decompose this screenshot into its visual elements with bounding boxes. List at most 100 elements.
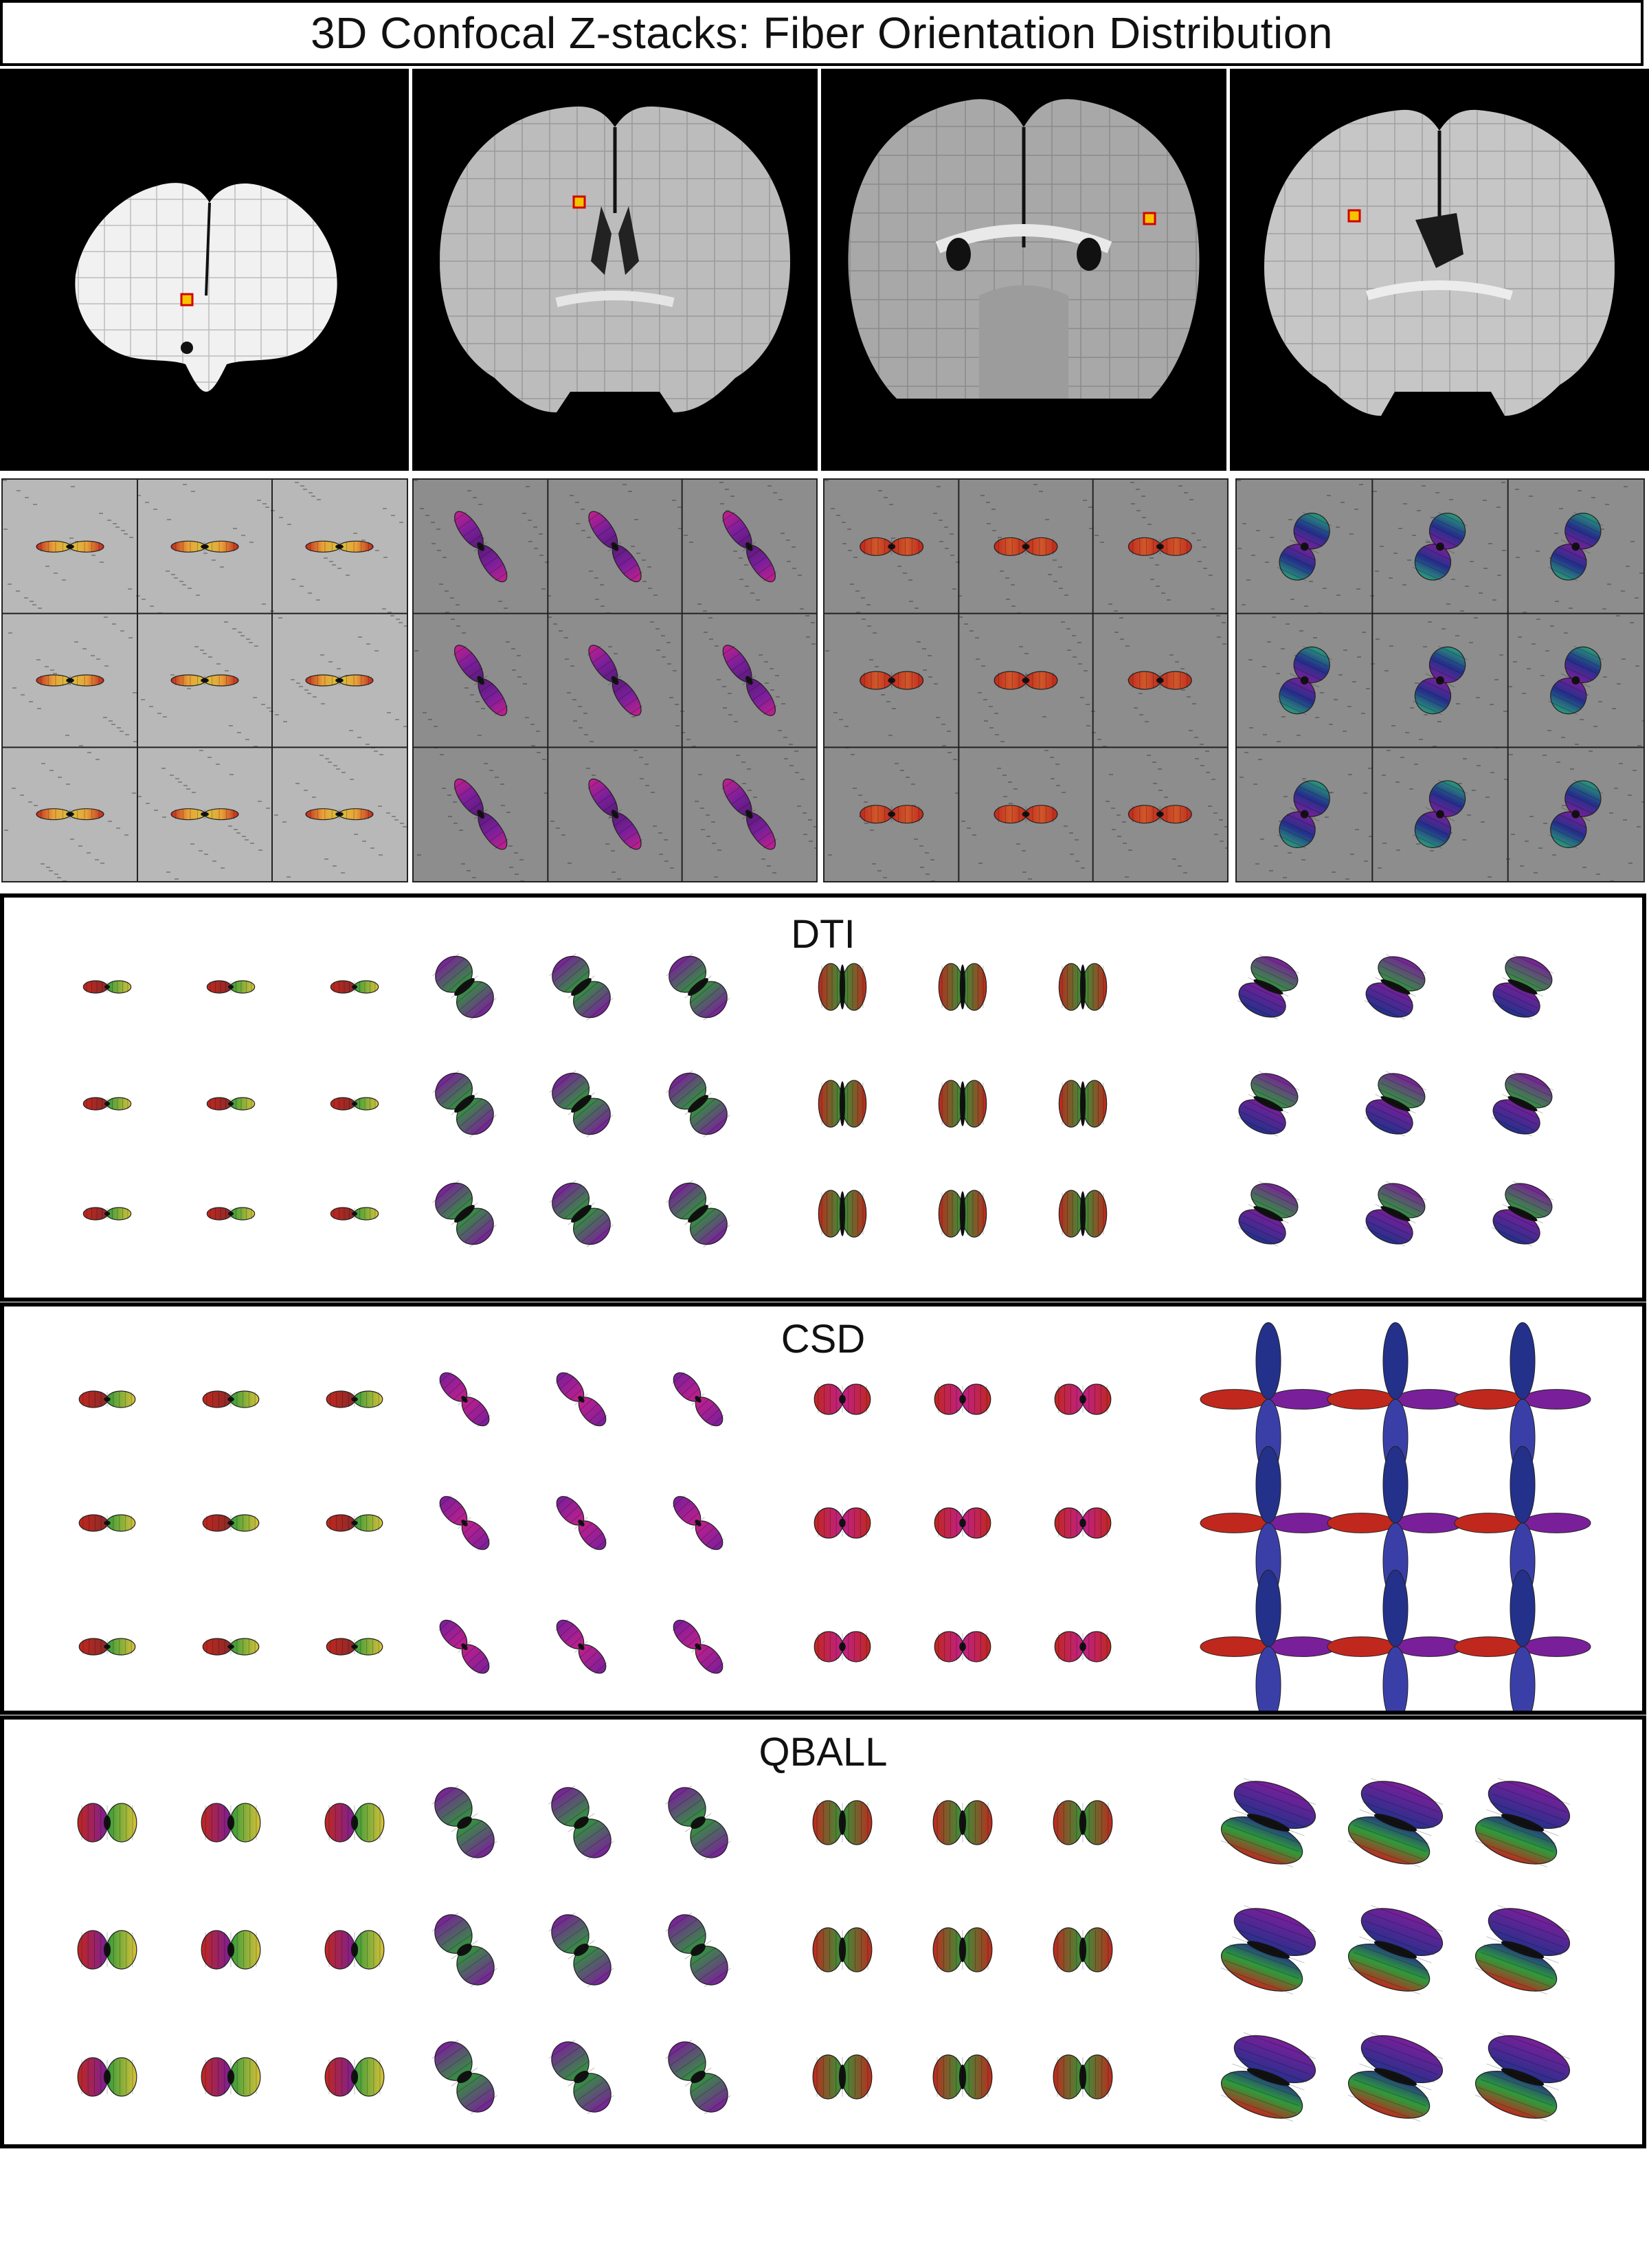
dti-glyph-1-2-3 <box>330 1097 379 1111</box>
dti-glyph-4-2-3 <box>1491 1071 1554 1137</box>
dti-panel: DTI <box>0 893 1646 1302</box>
csd-glyph-4-3-2 <box>1327 1569 1464 1711</box>
qball-glyph-4-1-1 <box>1220 1777 1316 1868</box>
dti-label: DTI <box>791 912 855 957</box>
dti-glyph-3-2-2 <box>938 1080 987 1128</box>
roi-marker-3 <box>1143 212 1156 225</box>
csd-glyph-1-3-1 <box>78 1638 136 1656</box>
dti-glyph-3-3-3 <box>1058 1190 1108 1238</box>
micro-glyph-1-3-3 <box>305 808 374 821</box>
micro-glyph-2-3-1 <box>453 778 508 850</box>
micro-glyph-1-1-3 <box>305 540 374 553</box>
qball-glyph-2-3-3 <box>665 2039 731 2115</box>
dti-glyph-1-3-2 <box>206 1207 256 1221</box>
microscopy-grid-2 <box>412 478 818 882</box>
micro-glyph-2-3-2 <box>587 778 643 850</box>
micro-glyph-4-1-2 <box>1412 512 1468 581</box>
qball-glyph-field <box>77 1777 1571 2122</box>
dti-glyph-4-2-1 <box>1237 1071 1300 1137</box>
dti-glyph-3-3-1 <box>818 1190 867 1238</box>
qball-glyph-2-1-2 <box>548 1785 614 1860</box>
micro-glyph-4-1-1 <box>1277 512 1332 581</box>
qball-glyph-2-3-1 <box>431 2039 497 2115</box>
micro-glyph-4-2-1 <box>1277 645 1332 715</box>
qball-glyph-3-1-1 <box>812 1800 873 1845</box>
dti-glyph-4-1-3 <box>1491 954 1554 1020</box>
micro-glyph-3-1-1 <box>860 537 924 556</box>
roi-marker-1 <box>180 293 194 307</box>
micro-glyph-3-2-3 <box>1128 671 1192 690</box>
csd-glyph-2-3-1 <box>438 1619 491 1675</box>
qball-glyph-3-3-3 <box>1053 2054 1113 2100</box>
csd-glyph-3-2-3 <box>1054 1507 1112 1539</box>
dti-glyph-4-2-2 <box>1364 1071 1427 1137</box>
micro-glyph-3-1-2 <box>994 537 1058 556</box>
csd-glyph-4-1-3 <box>1454 1322 1591 1477</box>
micro-glyph-1-1-2 <box>170 540 239 553</box>
qball-glyph-3-2-1 <box>812 1927 873 1972</box>
dti-glyph-1-1-2 <box>206 980 256 994</box>
dti-glyph-3-2-3 <box>1058 1080 1108 1128</box>
csd-glyph-4-1-1 <box>1200 1322 1337 1477</box>
qball-glyph-2-1-3 <box>665 1785 731 1860</box>
brain-section-1 <box>0 69 409 471</box>
csd-glyph-3-1-1 <box>814 1383 871 1415</box>
dti-glyph-1-3-3 <box>330 1207 379 1221</box>
dti-glyph-1-2-1 <box>82 1097 132 1111</box>
dti-glyph-4-1-1 <box>1237 954 1300 1020</box>
dti-glyph-1-1-3 <box>330 980 379 994</box>
csd-glyph-3-2-1 <box>814 1507 871 1539</box>
micro-glyph-2-3-3 <box>721 778 777 850</box>
dti-glyph-4-3-3 <box>1491 1181 1554 1247</box>
csd-glyph-1-3-2 <box>202 1638 260 1656</box>
csd-glyph-2-1-2 <box>555 1371 607 1427</box>
micro-glyph-1-1-1 <box>36 540 104 553</box>
csd-glyph-1-3-3 <box>326 1638 383 1656</box>
qball-glyph-4-2-2 <box>1347 1904 1444 1995</box>
csd-glyph-4-3-1 <box>1200 1569 1337 1711</box>
qball-glyph-1-3-3 <box>324 2057 385 2097</box>
dti-glyph-3-1-1 <box>818 963 867 1011</box>
csd-glyph-3-3-1 <box>814 1631 871 1663</box>
qball-glyph-4-3-2 <box>1347 2032 1444 2122</box>
micro-glyph-2-2-2 <box>587 645 643 716</box>
brain-section-4 <box>1230 69 1649 471</box>
dti-glyph-4-3-2 <box>1364 1181 1427 1247</box>
qball-glyph-3-3-2 <box>932 2054 993 2100</box>
micro-glyph-3-2-2 <box>994 671 1058 690</box>
csd-glyph-3-1-3 <box>1054 1383 1112 1415</box>
micro-glyph-2-1-3 <box>721 511 777 583</box>
qball-glyph-4-3-3 <box>1474 2032 1571 2122</box>
csd-panel: CSD <box>0 1302 1646 1715</box>
qball-glyph-2-2-3 <box>665 1912 731 1988</box>
qball-glyph-4-2-1 <box>1220 1904 1316 1995</box>
qball-glyph-1-2-1 <box>77 1930 137 1970</box>
micro-glyph-3-3-3 <box>1128 805 1192 824</box>
csd-glyph-4-3-3 <box>1454 1569 1591 1711</box>
qball-panel: QBALL <box>0 1715 1646 2148</box>
dti-glyph-2-1-1 <box>432 953 497 1021</box>
qball-glyph-3-3-1 <box>812 2054 873 2100</box>
micro-glyph-3-3-2 <box>994 805 1058 824</box>
dti-glyph-3-3-2 <box>938 1190 987 1238</box>
qball-glyph-3-1-2 <box>932 1800 993 1845</box>
qball-glyph-1-2-2 <box>201 1930 261 1970</box>
micro-glyph-3-2-1 <box>860 671 924 690</box>
csd-glyph-4-2-1 <box>1200 1445 1337 1601</box>
csd-label: CSD <box>781 1317 866 1361</box>
micro-glyph-1-2-3 <box>305 674 374 687</box>
dti-glyph-3-1-3 <box>1058 963 1108 1011</box>
micro-glyph-1-2-2 <box>170 674 239 687</box>
brain-section-2 <box>412 69 818 471</box>
dti-glyph-2-3-2 <box>549 1180 614 1247</box>
qball-glyph-4-3-1 <box>1220 2032 1316 2122</box>
qball-glyph-2-2-1 <box>431 1912 497 1988</box>
dti-glyph-2-1-3 <box>666 953 730 1021</box>
micro-glyph-4-2-2 <box>1412 645 1468 715</box>
brain-section-3 <box>821 69 1226 471</box>
qball-glyph-3-2-2 <box>932 1927 993 1972</box>
csd-glyph-1-2-3 <box>326 1514 383 1532</box>
qball-glyph-2-3-2 <box>548 2039 614 2115</box>
csd-glyph-1-1-3 <box>326 1390 383 1408</box>
qball-glyph-4-2-3 <box>1474 1904 1571 1995</box>
